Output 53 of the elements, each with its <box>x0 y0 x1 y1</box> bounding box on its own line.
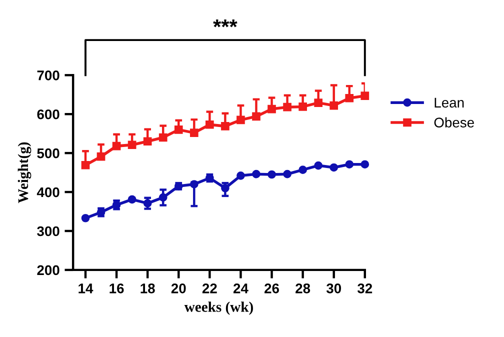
point <box>268 170 276 179</box>
x-tick-label: 30 <box>326 284 342 294</box>
point <box>128 140 136 150</box>
point <box>158 193 168 202</box>
point <box>298 102 307 111</box>
x-tick-label: 26 <box>264 284 279 294</box>
point <box>221 122 230 130</box>
text: *** <box>213 19 238 28</box>
point <box>360 92 370 100</box>
point <box>283 170 292 178</box>
legend-label: Lean <box>434 98 464 108</box>
y-tick-label: 200 <box>37 265 60 276</box>
y-tick-label: 500 <box>37 148 60 158</box>
x-tick-label: 18 <box>140 284 155 294</box>
point <box>190 128 198 137</box>
point <box>206 120 214 129</box>
point <box>268 104 276 114</box>
point <box>221 184 230 192</box>
x-tick-label: 28 <box>296 284 310 294</box>
point <box>360 160 370 169</box>
x-tick-label: 22 <box>202 284 217 294</box>
point <box>143 199 152 208</box>
point <box>283 102 292 112</box>
y-tick-label: 600 <box>37 109 60 120</box>
x-tick-label: 14 <box>78 284 94 294</box>
point <box>314 161 322 170</box>
point <box>143 137 152 146</box>
point <box>314 98 322 107</box>
x-axis-title: weeks (wk) <box>184 302 253 315</box>
point <box>236 116 245 124</box>
point <box>345 94 354 102</box>
point <box>345 160 354 169</box>
point <box>174 126 183 134</box>
x-tick-label: 20 <box>171 284 186 294</box>
legend-label: Obese <box>434 117 474 128</box>
x-tick-label: 32 <box>357 284 372 294</box>
x-tick-label: 24 <box>233 284 248 294</box>
y-tick-label: 300 <box>37 226 60 236</box>
point <box>112 142 121 150</box>
point <box>128 195 136 204</box>
y-tick-label: 400 <box>36 187 60 198</box>
y-tick-label: 700 <box>37 70 60 80</box>
point <box>298 166 307 174</box>
point <box>236 171 245 180</box>
point <box>158 133 168 142</box>
point <box>330 101 338 110</box>
point <box>252 112 260 121</box>
x-tick-label: 16 <box>110 284 124 294</box>
point <box>81 160 90 170</box>
y-axis-title: Weight(g) <box>18 142 32 204</box>
point <box>252 170 260 178</box>
point <box>96 152 106 161</box>
point <box>330 163 338 172</box>
